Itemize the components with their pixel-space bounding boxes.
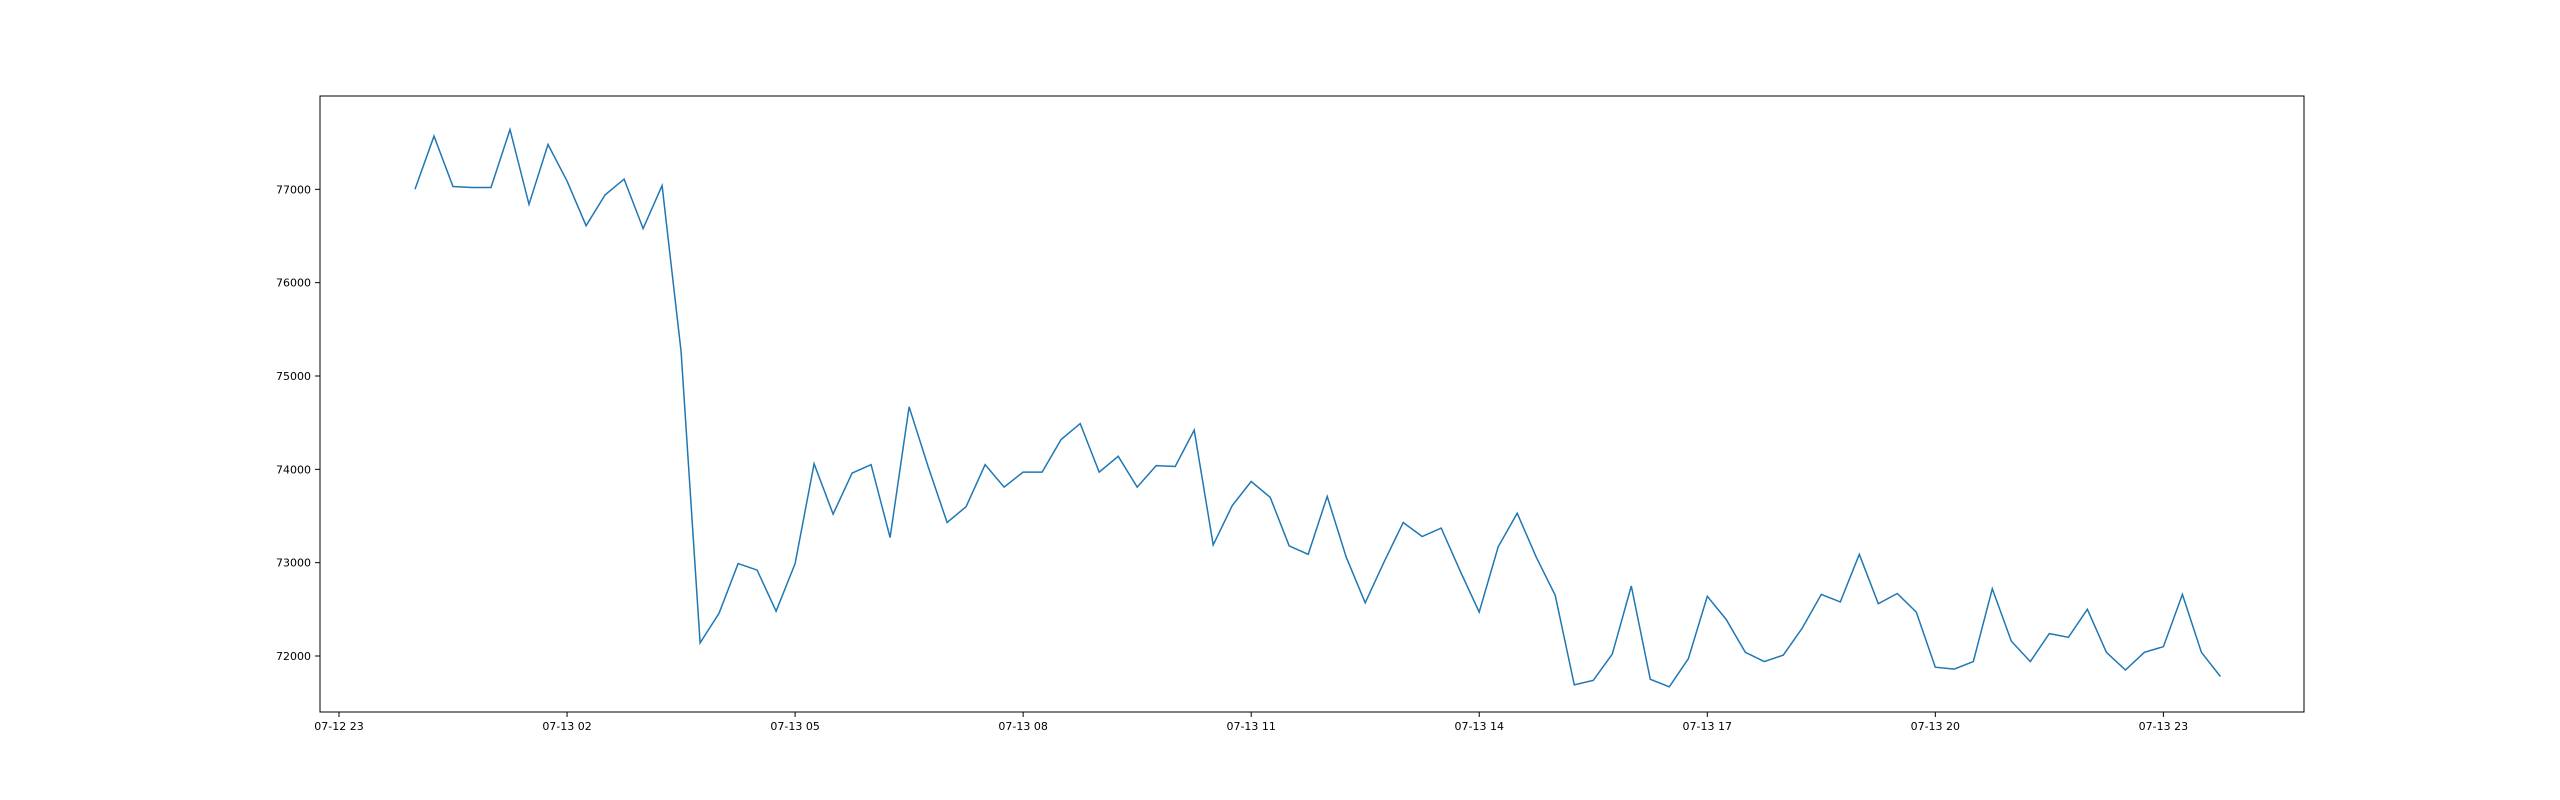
y-tick-label: 74000 [276,463,311,476]
plot-frame [319,95,2305,713]
x-tick-label: 07-13 02 [542,720,591,733]
x-tick-label: 07-13 17 [1683,720,1732,733]
series-line-price [414,126,2221,688]
y-tick-label: 72000 [276,650,311,663]
x-tick-label: 07-13 11 [1226,720,1275,733]
x-tick-label: 07-12 23 [314,720,363,733]
y-axis: 72000 73000 74000 75000 76000 77000 [276,183,320,663]
y-tick-label: 75000 [276,370,311,383]
x-tick-label: 07-13 14 [1454,720,1503,733]
x-tick-label: 07-13 08 [998,720,1047,733]
x-axis: 07-12 23 07-13 02 07-13 05 07-13 08 07-13 11… [314,712,2188,733]
x-tick-label: 07-13 05 [770,720,819,733]
y-tick-label: 77000 [276,183,311,196]
x-tick-label: 07-13 20 [1911,720,1960,733]
x-tick-label: 07-13 23 [2139,720,2188,733]
y-tick-label: 76000 [276,277,311,290]
y-tick-label: 73000 [276,557,311,570]
